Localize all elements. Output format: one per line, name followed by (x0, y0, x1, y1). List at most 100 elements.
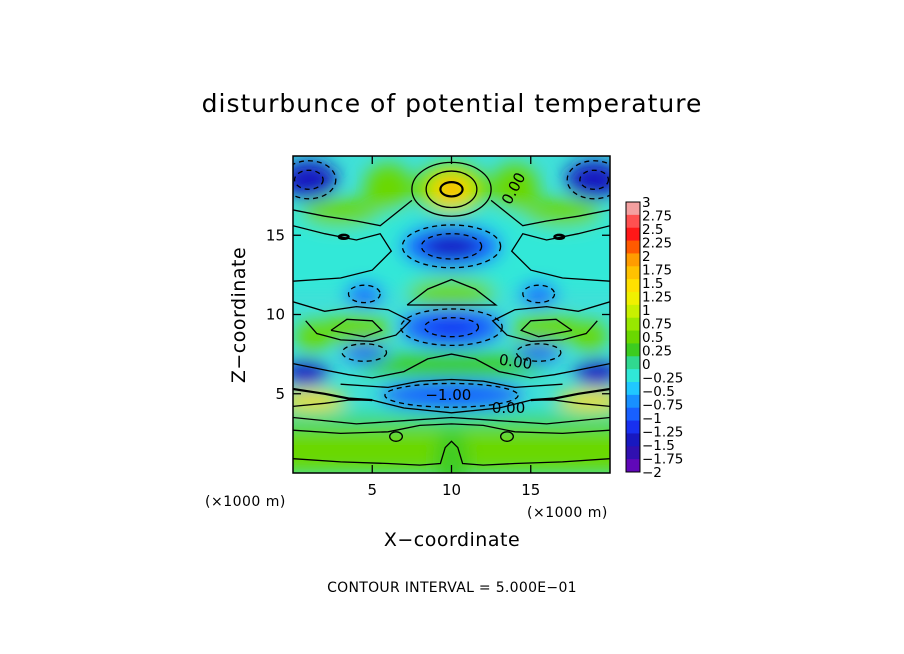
field-blob-27 (575, 320, 607, 353)
y-tick-label-0: 5 (275, 385, 285, 403)
field-blob-11 (565, 160, 610, 199)
colorbar-label-2: 2.5 (642, 222, 663, 238)
colorbar-swatch-20 (626, 459, 640, 473)
field-blob-21 (516, 343, 561, 363)
contour-ring-12 (347, 284, 381, 304)
contour-ring-9 (293, 169, 324, 190)
field-blob-28 (435, 428, 468, 473)
colorbar-swatch-2 (626, 227, 640, 242)
colorbar-swatch-9 (626, 317, 640, 332)
y-tick-label-1: 10 (266, 306, 285, 324)
field-blob-26 (296, 320, 328, 353)
colorbar-label-17: −1.25 (642, 425, 683, 441)
colorbar-swatch-3 (626, 240, 640, 254)
colorbar-label-10: 0.5 (642, 330, 663, 346)
chart-title: disturbunce of potential temperature (202, 89, 703, 118)
contour-line-12 (530, 387, 610, 402)
x-unit-label: (×1000 m) (205, 494, 286, 510)
contour-ring-15 (515, 343, 562, 362)
contour-line-6 (491, 301, 610, 343)
colorbar-label-19: −1.75 (642, 452, 683, 468)
field-blob-15 (522, 198, 603, 228)
field-blob-20 (342, 343, 387, 363)
contour-line-11 (293, 387, 373, 402)
colorbar-label-6: 1.5 (642, 276, 663, 292)
colorbar-label-11: 0.25 (642, 344, 672, 360)
colorbar-label-9: 0.75 (642, 317, 672, 333)
colorbar-swatch-18 (626, 433, 640, 447)
colorbar-swatch-4 (626, 253, 640, 267)
contour-ring-3 (401, 224, 502, 269)
contour-ring-7 (384, 382, 519, 408)
x-tick-label-0: 5 (367, 481, 377, 499)
colorbar: 32.752.52.2521.751.51.2510.750.50.250−0.… (625, 195, 683, 481)
x-tick-label-1: 10 (442, 481, 461, 499)
colorbar-swatch-16 (626, 407, 640, 422)
colorbar-swatch-11 (626, 343, 640, 357)
colorbar-label-20: −2 (642, 465, 662, 481)
colorbar-label-15: −0.75 (642, 398, 683, 414)
contour-line-14 (293, 416, 610, 425)
contour-line-15 (293, 423, 610, 435)
contour-interval-note: CONTOUR INTERVAL = 5.000E−01 (327, 580, 577, 596)
colorbar-label-0: 3 (642, 195, 651, 211)
field-blob-17 (519, 282, 558, 305)
colorbar-swatch-5 (626, 266, 640, 280)
colorbar-swatch-6 (626, 279, 640, 293)
contour-ring-13 (522, 284, 556, 304)
colorbar-label-16: −1 (642, 411, 662, 427)
colorbar-label-5: 1.75 (642, 263, 672, 279)
x-axis-ticks: 5 10 15 (367, 156, 540, 499)
contour-line-9 (293, 353, 610, 379)
field-blob-13 (491, 163, 539, 212)
contour-line-1 (490, 199, 610, 227)
contour-ring-11 (579, 169, 610, 190)
colorbar-swatch-13 (626, 369, 640, 383)
colorbar-label-18: −1.5 (642, 438, 675, 454)
contour-ring-18 (389, 431, 404, 442)
colorbar-label-3: 2.25 (642, 236, 672, 252)
colorbar-label-8: 1 (642, 303, 651, 319)
x-axis-label: X−coordinate (384, 529, 520, 551)
colorbar-label-13: −0.25 (642, 371, 683, 387)
colorbar-label-4: 2 (642, 249, 651, 265)
contour-line-5 (293, 301, 412, 343)
field-blob-24 (293, 390, 347, 410)
contour-label-3: 0.00 (492, 399, 525, 417)
contour-line-8 (520, 318, 573, 338)
colorbar-swatch-17 (626, 420, 640, 434)
field-blob-4 (422, 233, 481, 260)
field-shading (293, 160, 610, 473)
colorbar-label-14: −0.5 (642, 384, 675, 400)
field-blob-6 (426, 317, 477, 337)
colorbar-swatch-0 (626, 202, 640, 216)
field-blob-25 (556, 390, 610, 410)
contour-line-7 (330, 318, 383, 338)
field-blob-14 (300, 198, 381, 228)
colorbar-swatch-7 (626, 292, 640, 306)
contour-line-4 (406, 278, 498, 306)
field-blob-8 (380, 381, 523, 410)
field-blob-23 (575, 360, 610, 386)
z-unit-label: (×1000 m) (527, 505, 608, 521)
contour-ring-6 (423, 317, 480, 338)
contour-ring-10 (566, 160, 610, 200)
contour-ring-4 (420, 233, 483, 260)
colorbar-frame (625, 201, 641, 473)
colorbar-swatch-12 (626, 356, 640, 370)
plot-field (293, 156, 610, 473)
colorbar-label-1: 2.75 (642, 209, 672, 225)
y-axis-label: Z−coordinate (228, 247, 250, 383)
x-tick-label-2: 15 (521, 481, 540, 499)
colorbar-swatch-1 (626, 214, 640, 229)
contour-ring-19 (499, 431, 514, 442)
contour-label-1: 0.00 (498, 351, 534, 373)
contour-line-16 (293, 440, 610, 466)
colorbar-swatch-10 (626, 330, 640, 344)
field-blob-10 (293, 160, 338, 199)
contour-ring-5 (400, 308, 503, 347)
colorbar-swatch-19 (626, 446, 640, 460)
colorbar-label-7: 1.25 (642, 290, 672, 306)
y-tick-label-2: 15 (266, 226, 285, 244)
